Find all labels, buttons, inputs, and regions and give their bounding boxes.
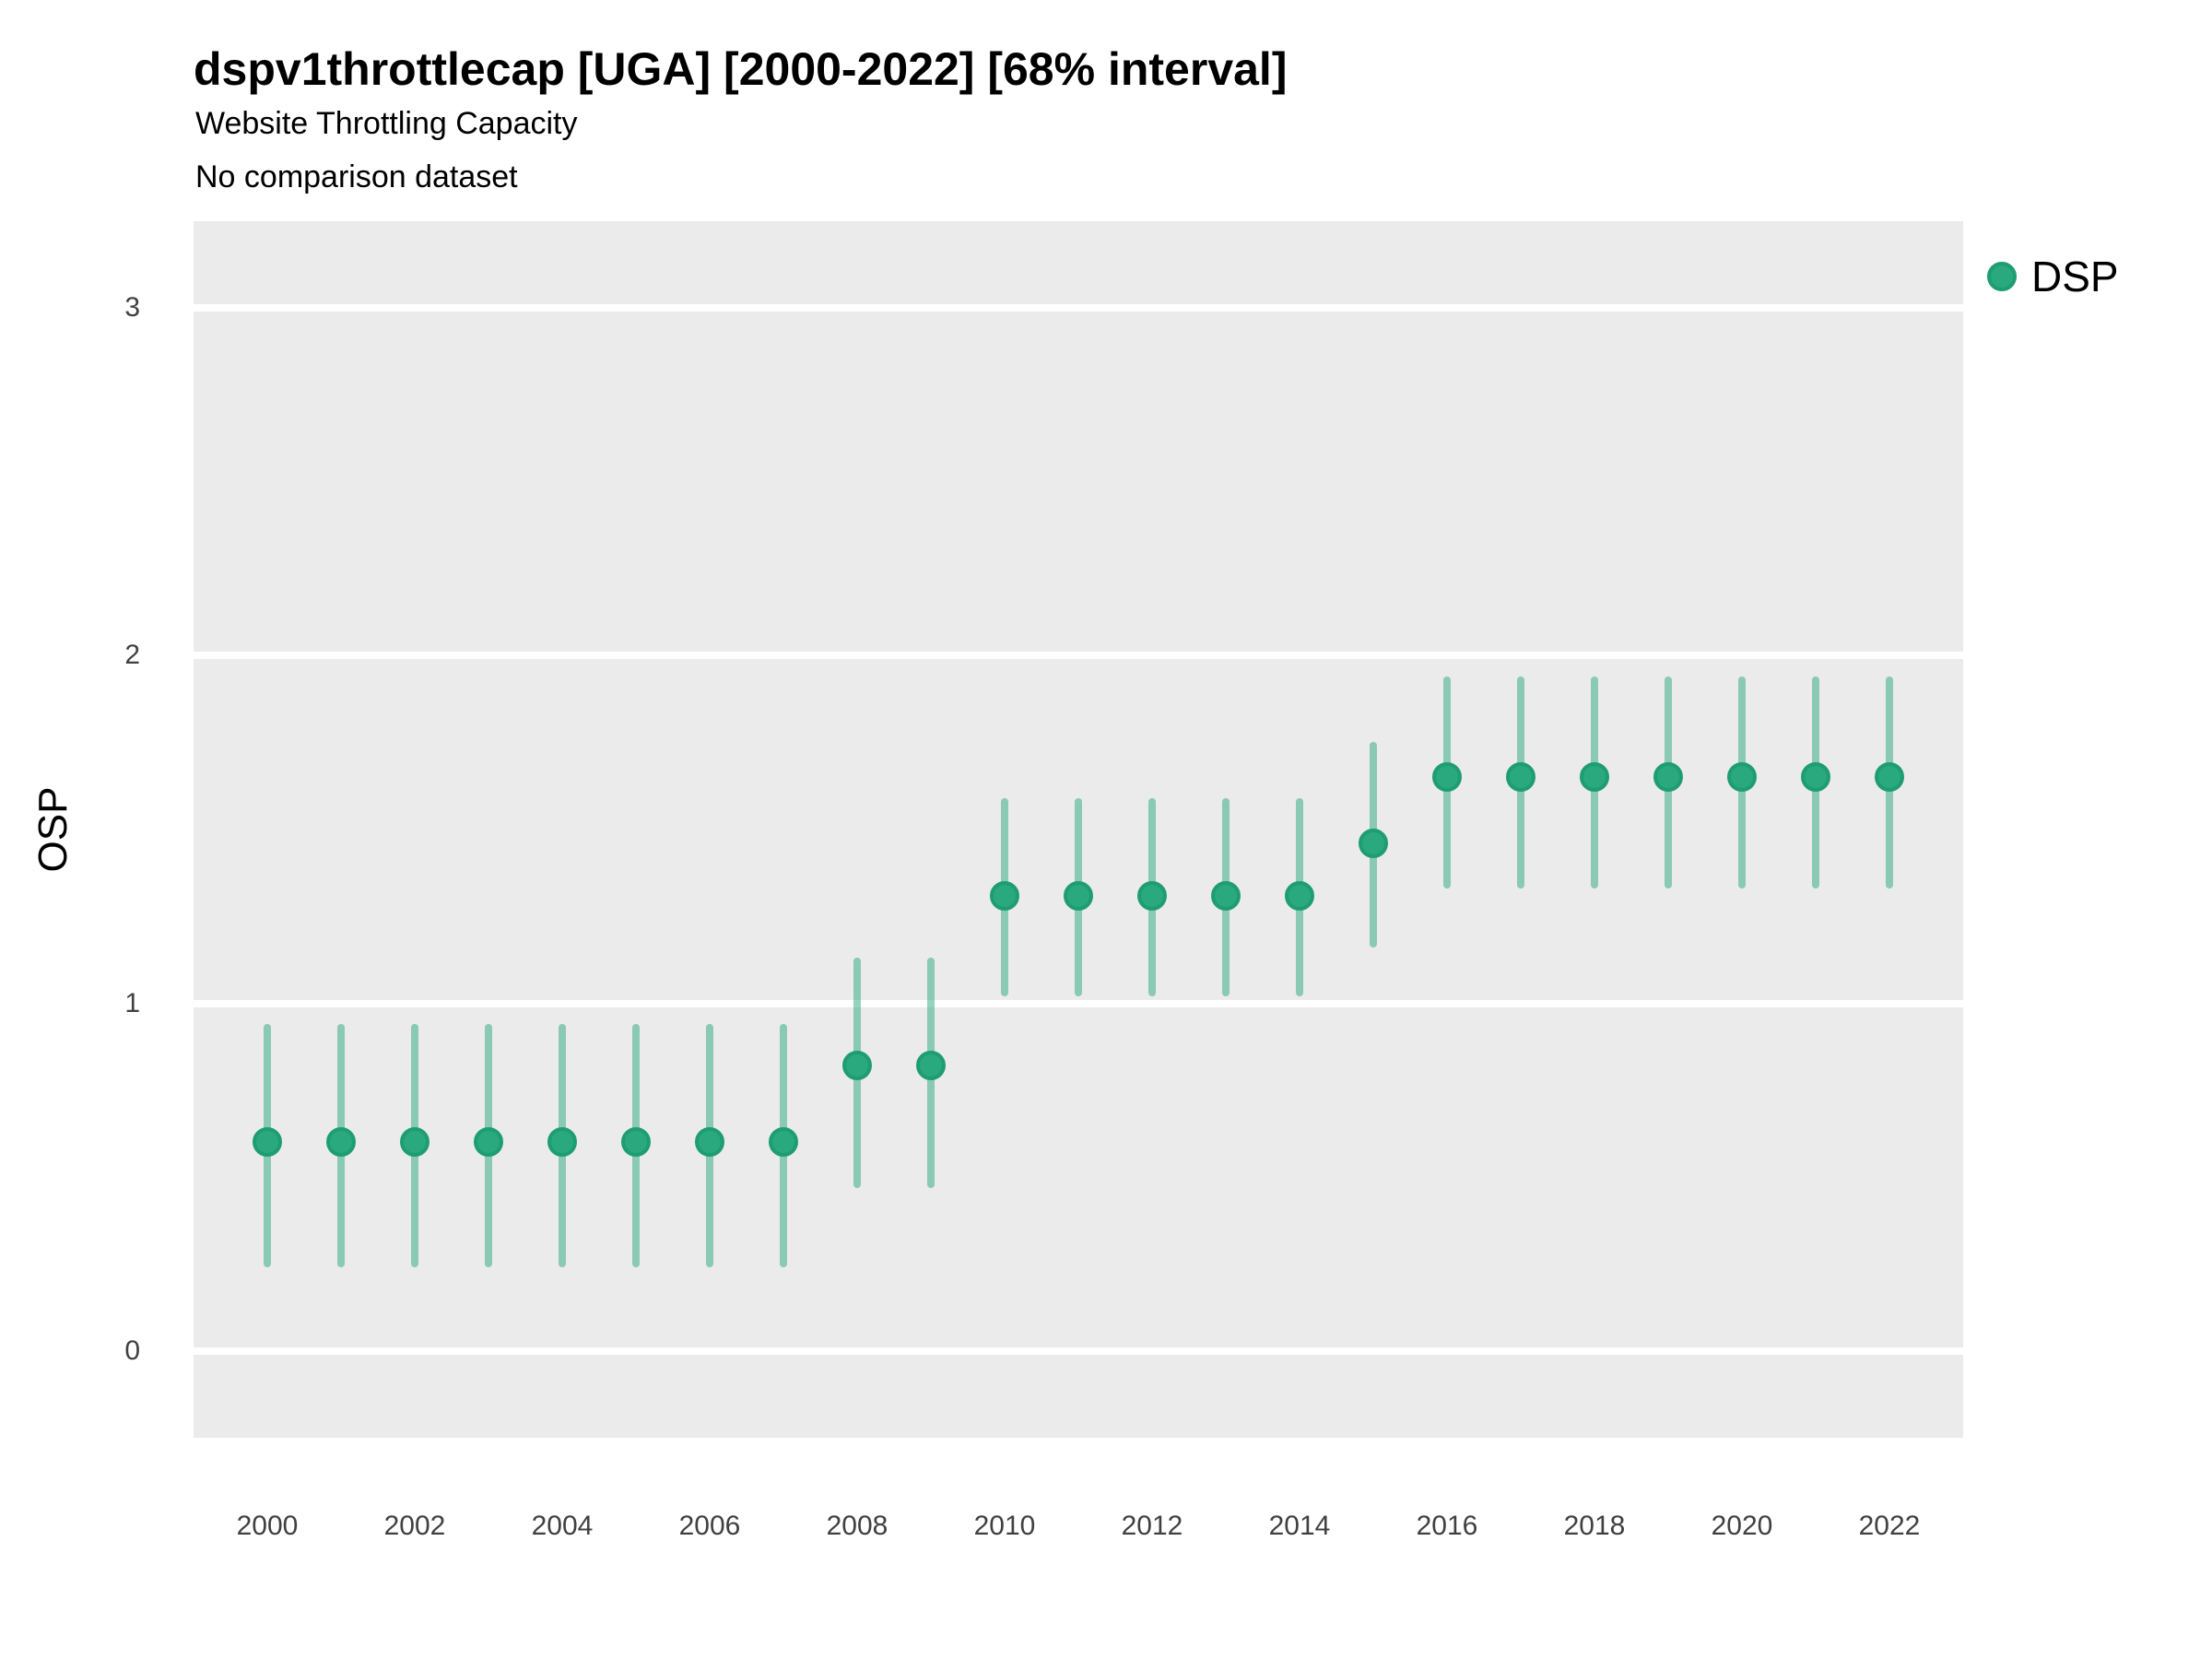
x-tick-label-2006: 2006 bbox=[678, 1511, 741, 1541]
point-2018 bbox=[1580, 762, 1609, 793]
point-2020 bbox=[1727, 762, 1757, 793]
point-2008 bbox=[842, 1051, 872, 1081]
point-2007 bbox=[769, 1127, 798, 1158]
y-tick-label-2: 2 bbox=[124, 640, 140, 671]
point-2009 bbox=[916, 1051, 946, 1081]
x-tick-label-2012: 2012 bbox=[1121, 1511, 1183, 1541]
point-2019 bbox=[1653, 762, 1683, 793]
x-tick-label-2004: 2004 bbox=[531, 1511, 594, 1541]
point-2002 bbox=[400, 1127, 429, 1158]
point-2013 bbox=[1211, 880, 1241, 911]
point-2003 bbox=[474, 1127, 503, 1158]
y-tick-label-0: 0 bbox=[124, 1335, 140, 1366]
legend: DSP bbox=[1987, 254, 2119, 299]
chart-title: dspv1throttlecap [UGA] [2000-2022] [68% … bbox=[194, 43, 1288, 95]
point-2021 bbox=[1801, 762, 1830, 793]
x-tick-label-2002: 2002 bbox=[383, 1511, 446, 1541]
point-2015 bbox=[1359, 829, 1388, 859]
point-2001 bbox=[326, 1127, 356, 1158]
point-2017 bbox=[1506, 762, 1535, 793]
point-2004 bbox=[547, 1127, 577, 1158]
x-tick-label-2000: 2000 bbox=[236, 1511, 299, 1541]
y-tick-label-3: 3 bbox=[124, 292, 140, 324]
point-2014 bbox=[1285, 880, 1314, 911]
x-tick-label-2020: 2020 bbox=[1711, 1511, 1773, 1541]
gridline-y-3 bbox=[194, 304, 1963, 312]
point-2016 bbox=[1432, 762, 1462, 793]
x-tick-label-2008: 2008 bbox=[826, 1511, 888, 1541]
legend-point-icon bbox=[1987, 262, 2017, 291]
y-tick-label-1: 1 bbox=[124, 987, 140, 1018]
gridline-y-2 bbox=[194, 652, 1963, 660]
point-2012 bbox=[1137, 880, 1167, 911]
legend-label: DSP bbox=[2031, 253, 2119, 300]
point-2005 bbox=[621, 1127, 651, 1158]
x-tick-label-2016: 2016 bbox=[1416, 1511, 1478, 1541]
gridline-y-1 bbox=[194, 999, 1963, 1007]
point-2022 bbox=[1875, 762, 1904, 793]
point-2010 bbox=[990, 880, 1019, 911]
point-2006 bbox=[695, 1127, 724, 1158]
x-tick-label-2018: 2018 bbox=[1563, 1511, 1626, 1541]
chart-note: No comparison dataset bbox=[195, 159, 518, 194]
x-tick-label-2022: 2022 bbox=[1858, 1511, 1921, 1541]
x-tick-label-2014: 2014 bbox=[1268, 1511, 1331, 1541]
point-2011 bbox=[1064, 880, 1093, 911]
gridline-y-0 bbox=[194, 1347, 1963, 1355]
point-2000 bbox=[253, 1127, 282, 1158]
x-tick-label-2010: 2010 bbox=[973, 1511, 1036, 1541]
plot-panel bbox=[194, 221, 1963, 1438]
chart-subtitle: Website Throttling Capacity bbox=[195, 106, 578, 141]
